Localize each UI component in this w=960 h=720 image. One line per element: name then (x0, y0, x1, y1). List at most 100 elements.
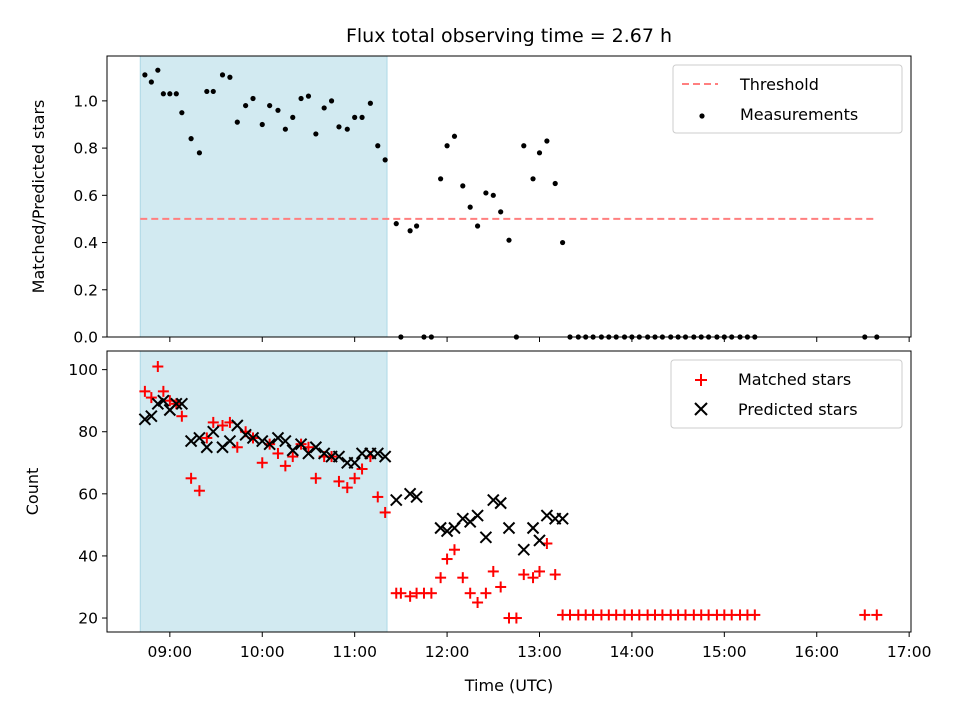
top-panel-ylabel: Matched/Predicted stars (29, 100, 48, 294)
measurement-point (506, 237, 512, 243)
predicted-star-point (502, 521, 516, 535)
measurement-point (438, 176, 444, 182)
measurement-point (321, 105, 327, 111)
predicted-star-point (145, 409, 158, 423)
legend-matched-label: Matched stars (738, 370, 851, 389)
predicted-star-point (371, 447, 384, 460)
predicted-star-point (286, 444, 299, 457)
measurement-point (282, 126, 288, 132)
y-tick-label: 0.0 (73, 329, 98, 347)
measurement-point (498, 209, 504, 215)
predicted-star-point (517, 543, 530, 556)
legend-measurements-label: Measurements (740, 105, 858, 124)
matched-star-point (457, 572, 469, 584)
y-tick-label: 40 (78, 547, 98, 565)
top-panel: 0.0 0.2 0.4 0.6 0.8 1.0 Matched/Predicted sta… (29, 55, 912, 347)
predicted-star-point (332, 450, 346, 463)
matched-star-point (464, 587, 476, 599)
matched-star-point (341, 482, 353, 494)
matched-star-point (518, 569, 530, 581)
predicted-star-point (138, 413, 152, 426)
x-tick-label: 12:00 (425, 643, 470, 661)
matched-star-point (152, 361, 164, 373)
observing-window-shade (139, 55, 388, 338)
predicted-star-point (390, 493, 403, 507)
x-tick-label: 17:00 (887, 643, 932, 661)
y-tick-label: 0.6 (73, 187, 98, 205)
measurement-point (483, 190, 489, 196)
matched-star-point (395, 587, 407, 599)
matched-star-point (435, 572, 447, 584)
matched-star-point (533, 565, 545, 577)
predicted-star-point (456, 512, 470, 525)
measurement-point (234, 119, 240, 125)
x-tick-label: 16:00 (794, 643, 839, 661)
matched-star-point (310, 472, 322, 484)
predicted-star-point (207, 425, 220, 438)
predicted-star-point (239, 428, 252, 442)
measurement-point (560, 239, 566, 246)
measurement-point (155, 67, 161, 73)
matched-star-point (356, 463, 368, 475)
measurement-point (460, 183, 466, 189)
y-tick-label: 0.8 (73, 140, 98, 158)
predicted-star-point (256, 434, 269, 448)
matched-star-point (859, 609, 871, 621)
measurement-point (467, 204, 473, 210)
predicted-star-point (440, 524, 454, 538)
matched-star-point (527, 572, 539, 584)
measurement-point (179, 110, 185, 116)
measurement-point (359, 114, 365, 120)
top-panel-legend: Threshold Measurements (672, 64, 903, 134)
matched-star-point (176, 410, 188, 422)
legend-matched-marker (695, 374, 707, 386)
predicted-star-point (200, 441, 214, 454)
measurement-point (243, 102, 249, 109)
matched-star-point (871, 609, 883, 621)
matched-star-point (272, 447, 284, 459)
predicted-star-point (494, 496, 507, 510)
bottom-panel-legend: Matched stars Predicted stars (670, 359, 903, 429)
measurement-point (275, 107, 281, 113)
matched-star-point (379, 506, 391, 518)
predicted-star-point (471, 509, 484, 522)
predicted-star-point (271, 431, 285, 445)
legend-measurements-marker (699, 113, 705, 119)
predicted-star-point (479, 531, 493, 544)
measurement-point (451, 133, 458, 139)
predicted-star-point (487, 493, 500, 507)
measurement-point (204, 88, 210, 95)
measurement-point (336, 124, 342, 130)
x-tick-label: 14:00 (610, 643, 655, 661)
predicted-star-point (317, 447, 331, 460)
matched-star-point (549, 569, 561, 581)
predicted-star-point (309, 441, 323, 454)
matched-star-point (333, 475, 345, 487)
measurement-point (196, 150, 203, 156)
measurement-point (267, 102, 273, 109)
predicted-star-point (403, 487, 417, 501)
measurement-point (250, 95, 256, 102)
measurement-point (393, 221, 399, 227)
predicted-star-point (157, 394, 170, 407)
predicted-star-point (193, 431, 206, 445)
measurement-point (148, 79, 154, 85)
y-tick-label: 20 (78, 610, 98, 628)
matched-star-point (279, 460, 291, 472)
matched-star-point (472, 597, 484, 609)
matched-star-point (207, 416, 219, 428)
y-tick-label: 100 (68, 361, 98, 379)
bottom-panel-frame (106, 350, 912, 633)
x-tick-label: 15:00 (702, 643, 747, 661)
matched-star-point (217, 420, 229, 432)
matched-star-point (231, 441, 243, 453)
matched-star-point (157, 385, 169, 397)
y-tick-label: 0.2 (73, 281, 98, 299)
matched-star-point (349, 472, 361, 484)
x-tick-label: 11:00 (332, 643, 377, 661)
matched-star-point (487, 565, 499, 577)
predicted-star-point (526, 521, 540, 535)
measurement-point (530, 176, 536, 182)
matched-star-point (256, 457, 268, 469)
